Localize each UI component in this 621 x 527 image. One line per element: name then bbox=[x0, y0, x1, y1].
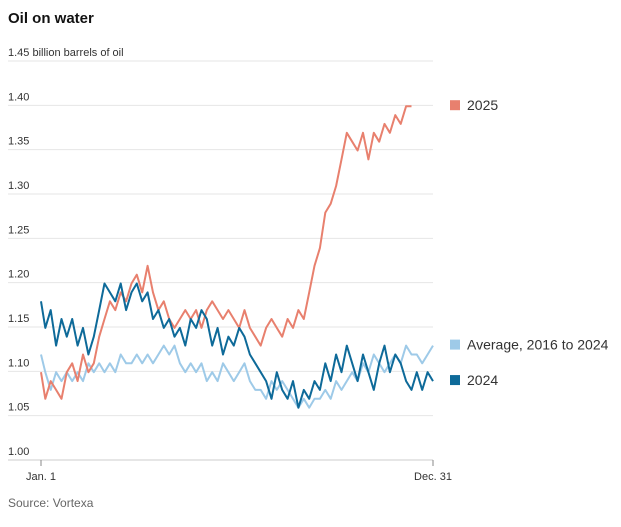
y-axis-tick-labels: 1.00 1.05 1.10 1.15 1.20 1.25 1.30 1.35 1.40 1.45… bbox=[8, 47, 124, 458]
chart-title: Oil on water bbox=[8, 10, 94, 27]
x-tick-label: Jan. 1 bbox=[26, 471, 56, 483]
legend-swatch bbox=[450, 339, 460, 350]
y-tick-label: 1.00 bbox=[8, 446, 29, 458]
y-tick-label: 1.45 billion barrels of oil bbox=[8, 47, 124, 59]
y-tick-label: 1.10 bbox=[8, 357, 29, 369]
y-tick-label: 1.35 bbox=[8, 136, 29, 148]
x-axis: Jan. 1 Dec. 31 bbox=[26, 460, 452, 483]
legend-label: 2025 bbox=[467, 97, 498, 113]
series-line-2025 bbox=[40, 105, 412, 400]
x-tick-label: Dec. 31 bbox=[414, 471, 452, 483]
legend-swatch bbox=[450, 100, 460, 111]
y-tick-label: 1.20 bbox=[8, 269, 29, 281]
series-lines bbox=[40, 105, 434, 409]
y-tick-label: 1.05 bbox=[8, 402, 29, 414]
legend-label: Average, 2016 to 2024 bbox=[467, 337, 609, 353]
legend-label: 2024 bbox=[467, 372, 498, 388]
y-tick-label: 1.30 bbox=[8, 180, 29, 192]
legend: 2025 Average, 2016 to 2024 2024 bbox=[450, 97, 609, 388]
source-note: Source: Vortexa bbox=[8, 496, 94, 510]
legend-swatch bbox=[450, 375, 460, 386]
series-line-2024 bbox=[40, 282, 434, 409]
y-tick-label: 1.40 bbox=[8, 91, 29, 103]
y-tick-label: 1.15 bbox=[8, 313, 29, 325]
series-line-average-2016-to-2024 bbox=[40, 344, 434, 409]
y-tick-label: 1.25 bbox=[8, 224, 29, 236]
gridlines bbox=[8, 60, 433, 461]
